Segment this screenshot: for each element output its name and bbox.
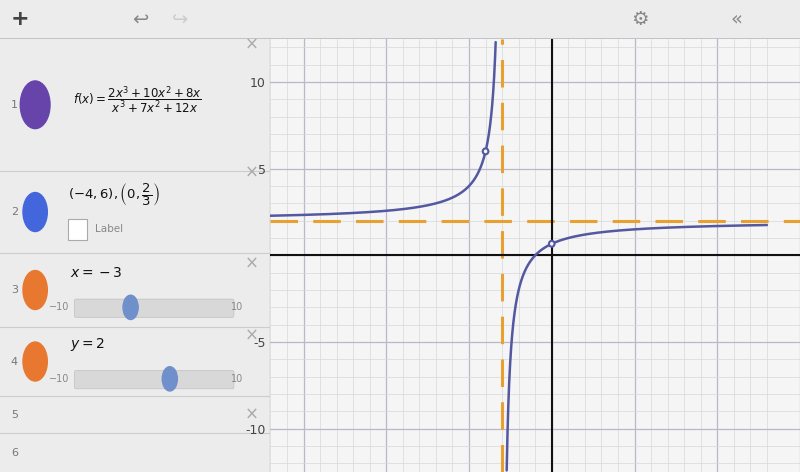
Text: 10: 10: [231, 303, 243, 312]
Text: 1: 1: [11, 100, 18, 110]
Text: −10: −10: [49, 303, 69, 312]
Text: ×: ×: [245, 255, 258, 273]
Circle shape: [23, 193, 47, 232]
Text: «: «: [730, 10, 742, 29]
Circle shape: [123, 295, 138, 320]
Text: +: +: [10, 9, 30, 29]
Text: $x = -3$: $x = -3$: [70, 266, 122, 280]
Circle shape: [20, 81, 50, 128]
Text: 5: 5: [11, 410, 18, 420]
Text: 10: 10: [231, 374, 243, 384]
Text: $f(x) = \dfrac{2x^3+10x^2+8x}{x^3+7x^2+12x}$: $f(x) = \dfrac{2x^3+10x^2+8x}{x^3+7x^2+1…: [73, 84, 202, 116]
Text: ~: ~: [30, 98, 41, 112]
Text: $(-4,6),\left(0,\dfrac{2}{3}\right)$: $(-4,6),\left(0,\dfrac{2}{3}\right)$: [67, 181, 159, 208]
Text: ×: ×: [245, 405, 258, 423]
Circle shape: [549, 241, 554, 247]
FancyBboxPatch shape: [74, 299, 234, 317]
Text: ↪: ↪: [172, 10, 188, 29]
Text: 3: 3: [11, 285, 18, 295]
Text: 6: 6: [11, 447, 18, 457]
Text: 4: 4: [11, 356, 18, 367]
Text: ×: ×: [245, 164, 258, 182]
Text: −10: −10: [49, 374, 69, 384]
Text: $y = 2$: $y = 2$: [70, 336, 106, 353]
Circle shape: [23, 270, 47, 310]
Text: ⚙: ⚙: [631, 10, 649, 29]
Circle shape: [162, 367, 178, 391]
Circle shape: [482, 148, 488, 154]
Text: ×: ×: [245, 35, 258, 53]
Text: Label: Label: [94, 224, 122, 235]
Text: 2: 2: [11, 207, 18, 217]
FancyBboxPatch shape: [74, 371, 234, 389]
Circle shape: [23, 342, 47, 381]
FancyBboxPatch shape: [67, 219, 86, 240]
Text: ×: ×: [245, 327, 258, 345]
Text: ↩: ↩: [132, 10, 148, 29]
